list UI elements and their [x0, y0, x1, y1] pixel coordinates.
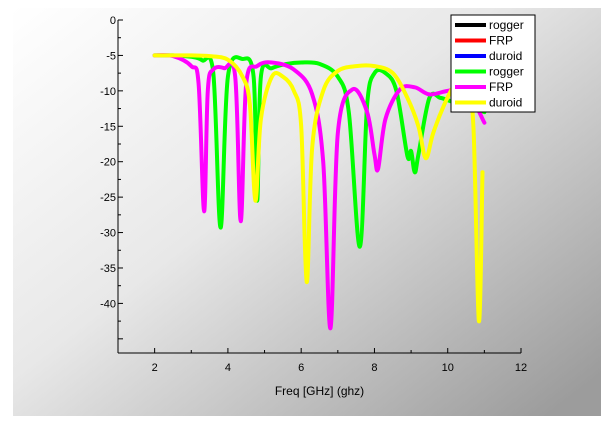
legend-label-4: FRP [489, 80, 513, 94]
x-axis-title: Freq [GHz] (ghz) [275, 384, 364, 398]
y-tick-label: -5 [106, 50, 116, 62]
series-line-4 [152, 53, 487, 331]
y-tick-label: 0 [110, 15, 116, 27]
y-tick-label: -20 [100, 157, 116, 169]
y-tick-label: -25 [100, 192, 116, 204]
axes: 2 4 6 8 10 12 0 -5 -10 -15 -20 -25 -30 -35 -40 Freq [GH… [100, 15, 527, 398]
legend-label-3: rogger [489, 65, 524, 79]
y-tick-label: -40 [100, 298, 116, 310]
x-tick-label: 4 [225, 362, 231, 374]
legend-label-1: FRP [489, 34, 513, 48]
x-tick-label: 2 [152, 362, 158, 374]
legend-label-0: rogger [489, 18, 524, 32]
x-tick-label: 8 [371, 362, 377, 374]
x-tick-label: 10 [442, 362, 454, 374]
legend-label-2: duroid [489, 49, 522, 63]
legend-label-5: duroid [489, 96, 522, 110]
y-tick-label: -15 [100, 121, 116, 133]
y-tick-label: -35 [100, 263, 116, 275]
x-tick-label: 6 [298, 362, 304, 374]
y-tick-label: -10 [100, 86, 116, 98]
legend-box [450, 14, 536, 113]
x-tick-label: 12 [515, 362, 527, 374]
y-tick-label: -30 [100, 228, 116, 240]
